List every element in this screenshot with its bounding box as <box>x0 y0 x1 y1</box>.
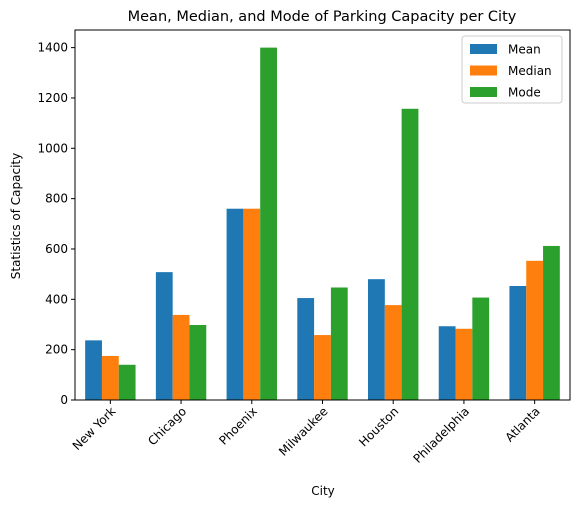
bar-median-philadelphia <box>455 328 473 400</box>
bar-mean-philadelphia <box>438 326 456 400</box>
bar-mode-phoenix <box>260 47 277 401</box>
y-tick-label: 400 <box>45 292 68 306</box>
bar-mean-phoenix <box>226 208 244 400</box>
bar-mean-atlanta <box>509 285 527 400</box>
bar-mode-chicago <box>189 324 207 400</box>
legend-label-mean: Mean <box>508 43 541 57</box>
legend-swatch-median <box>470 65 497 76</box>
y-tick-label: 1000 <box>37 141 68 155</box>
y-tick-label: 200 <box>45 343 68 357</box>
legend-swatch-mean <box>470 44 497 54</box>
x-tick-label: Phoenix <box>216 404 260 448</box>
bar-mean-chicago <box>155 272 173 400</box>
bar-mode-philadelphia <box>472 297 490 400</box>
bar-median-new-york <box>101 355 119 400</box>
legend-swatch-mode <box>470 87 497 97</box>
bar-mean-new-york <box>85 340 102 400</box>
x-axis-label: City <box>311 484 335 498</box>
bar-mean-milwaukee <box>297 298 315 400</box>
bar-median-milwaukee <box>314 335 331 400</box>
x-tick-label: Houston <box>356 404 401 449</box>
bar-median-houston <box>384 305 402 400</box>
y-tick-label: 800 <box>45 192 68 206</box>
bar-mode-new-york <box>118 364 136 400</box>
y-axis-label: Statistics of Capacity <box>9 153 23 280</box>
x-tick-label: Philadelphia <box>410 404 472 466</box>
y-tick-label: 600 <box>45 242 68 256</box>
y-tick-label: 1200 <box>37 91 68 105</box>
legend-label-mode: Mode <box>508 86 541 100</box>
bar-median-atlanta <box>526 260 544 400</box>
bar-mean-houston <box>368 279 385 400</box>
x-tick-label: Milwaukee <box>276 404 331 459</box>
legend: Mean Median Mode <box>461 35 563 104</box>
y-tick-label: 1400 <box>37 41 68 55</box>
bar-median-phoenix <box>243 208 261 400</box>
bar-mode-houston <box>401 108 419 400</box>
x-tick-label: Chicago <box>145 404 189 448</box>
bar-median-chicago <box>172 314 190 400</box>
y-tick-label: 0 <box>60 393 68 407</box>
x-tick-label: New York <box>70 404 119 453</box>
x-tick-label: Atlanta <box>502 404 542 444</box>
bar-mode-milwaukee <box>330 287 348 400</box>
bar-mode-atlanta <box>543 245 560 400</box>
chart-title: Mean, Median, and Mode of Parking Capaci… <box>128 9 517 25</box>
legend-label-median: Median <box>508 64 552 78</box>
